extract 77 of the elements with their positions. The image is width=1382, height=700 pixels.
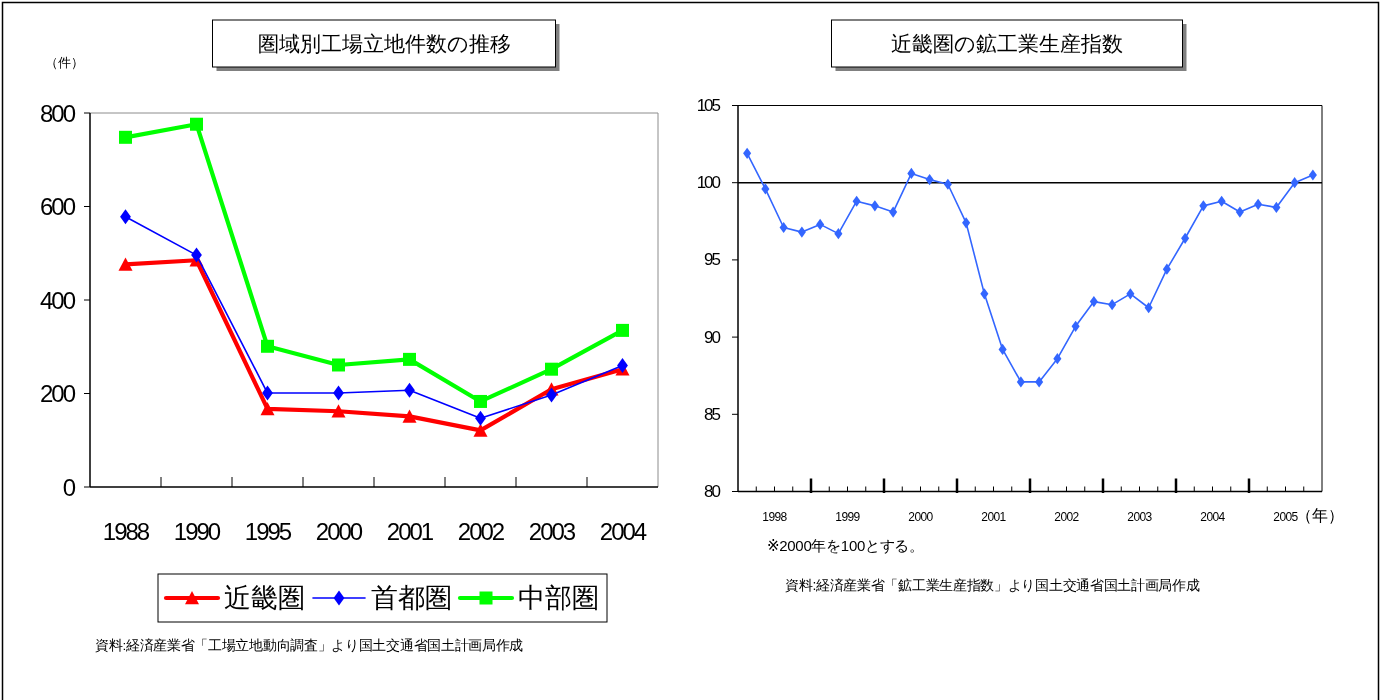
- point: [1217, 195, 1226, 207]
- point: [797, 226, 806, 238]
- point: [545, 362, 558, 376]
- x-tick-label: 1999: [835, 510, 861, 524]
- point: [1199, 200, 1208, 212]
- point: [1162, 263, 1171, 275]
- point: [473, 423, 488, 437]
- x-tick-label: 1998: [762, 510, 788, 524]
- point: [1181, 232, 1190, 244]
- y-tick-label: 95: [704, 250, 721, 270]
- chart-title: 近畿圏の鉱工業生産指数: [891, 32, 1123, 55]
- x-tick-label: 2003: [1127, 510, 1153, 524]
- point: [761, 183, 770, 195]
- x-tick-label: 2000: [315, 517, 363, 545]
- point: [260, 401, 275, 416]
- point: [1071, 320, 1080, 332]
- x-tick-label: 1988: [102, 517, 150, 545]
- point: [1254, 198, 1263, 210]
- point: [962, 217, 971, 229]
- point: [332, 358, 345, 372]
- x-tick-label: 2001: [386, 517, 434, 545]
- point: [474, 394, 487, 408]
- point: [1016, 376, 1025, 388]
- x-tick-label: 2002: [1054, 510, 1080, 524]
- y-tick-label: 800: [39, 99, 76, 127]
- x-tick-label: 2000: [908, 510, 934, 524]
- x-tick-label: 2004: [1200, 510, 1226, 524]
- y-axis-title: （件）: [44, 54, 84, 70]
- legend-label: 首都圏: [371, 583, 452, 613]
- x-tick-label: 1995: [244, 517, 292, 545]
- point: [743, 147, 752, 159]
- y-tick-label: 200: [39, 380, 76, 407]
- x-tick-label: 2004: [599, 517, 647, 545]
- point: [118, 257, 133, 271]
- x-tick-label: 2005: [1273, 510, 1299, 524]
- point: [1035, 376, 1044, 388]
- text: 資料:経済産業省「鉱工業生産指数」より国土交通省国土計画局作成: [785, 577, 1200, 593]
- point: [925, 174, 934, 186]
- point: [1272, 201, 1281, 213]
- point: [870, 200, 879, 212]
- point: [980, 288, 989, 300]
- point: [943, 178, 952, 190]
- y-tick-label: 80: [704, 482, 721, 501]
- chart-title: 圏域別工場立地件数の推移: [257, 32, 511, 55]
- text: ※2000年を100とする。: [767, 536, 924, 554]
- point: [1308, 169, 1317, 181]
- x-tick-label: 2001: [981, 510, 1007, 524]
- point: [261, 339, 274, 353]
- text: 資料:経済産業省「工場立地動向調査」より国土交通省国土計画局作成: [95, 637, 524, 653]
- y-tick-label: 600: [39, 193, 76, 220]
- point: [331, 404, 346, 418]
- point: [852, 195, 861, 207]
- point: [402, 409, 417, 423]
- point: [1235, 206, 1244, 218]
- y-tick-label: 400: [39, 286, 76, 314]
- point: [816, 218, 825, 230]
- y-tick-label: 85: [704, 404, 721, 424]
- point: [834, 228, 843, 240]
- x-tick-label: 1990: [173, 517, 221, 545]
- y-tick-label: 90: [704, 327, 721, 347]
- point: [889, 206, 898, 218]
- point: [1126, 288, 1135, 300]
- point: [1290, 177, 1299, 189]
- legend-label: 近畿圏: [224, 583, 305, 613]
- y-tick-label: 105: [696, 96, 721, 115]
- point: [1108, 299, 1117, 311]
- point: [616, 323, 629, 337]
- point: [190, 117, 203, 131]
- legend-label: 中部圏: [518, 583, 599, 613]
- y-tick-label: 100: [696, 173, 721, 193]
- x-tick-label: 2002: [457, 517, 505, 545]
- point: [1144, 302, 1153, 314]
- point: [119, 130, 132, 144]
- y-tick-label: 0: [62, 473, 76, 501]
- x-tick-label: 2003: [528, 517, 576, 545]
- point: [1053, 353, 1062, 365]
- point: [403, 352, 416, 366]
